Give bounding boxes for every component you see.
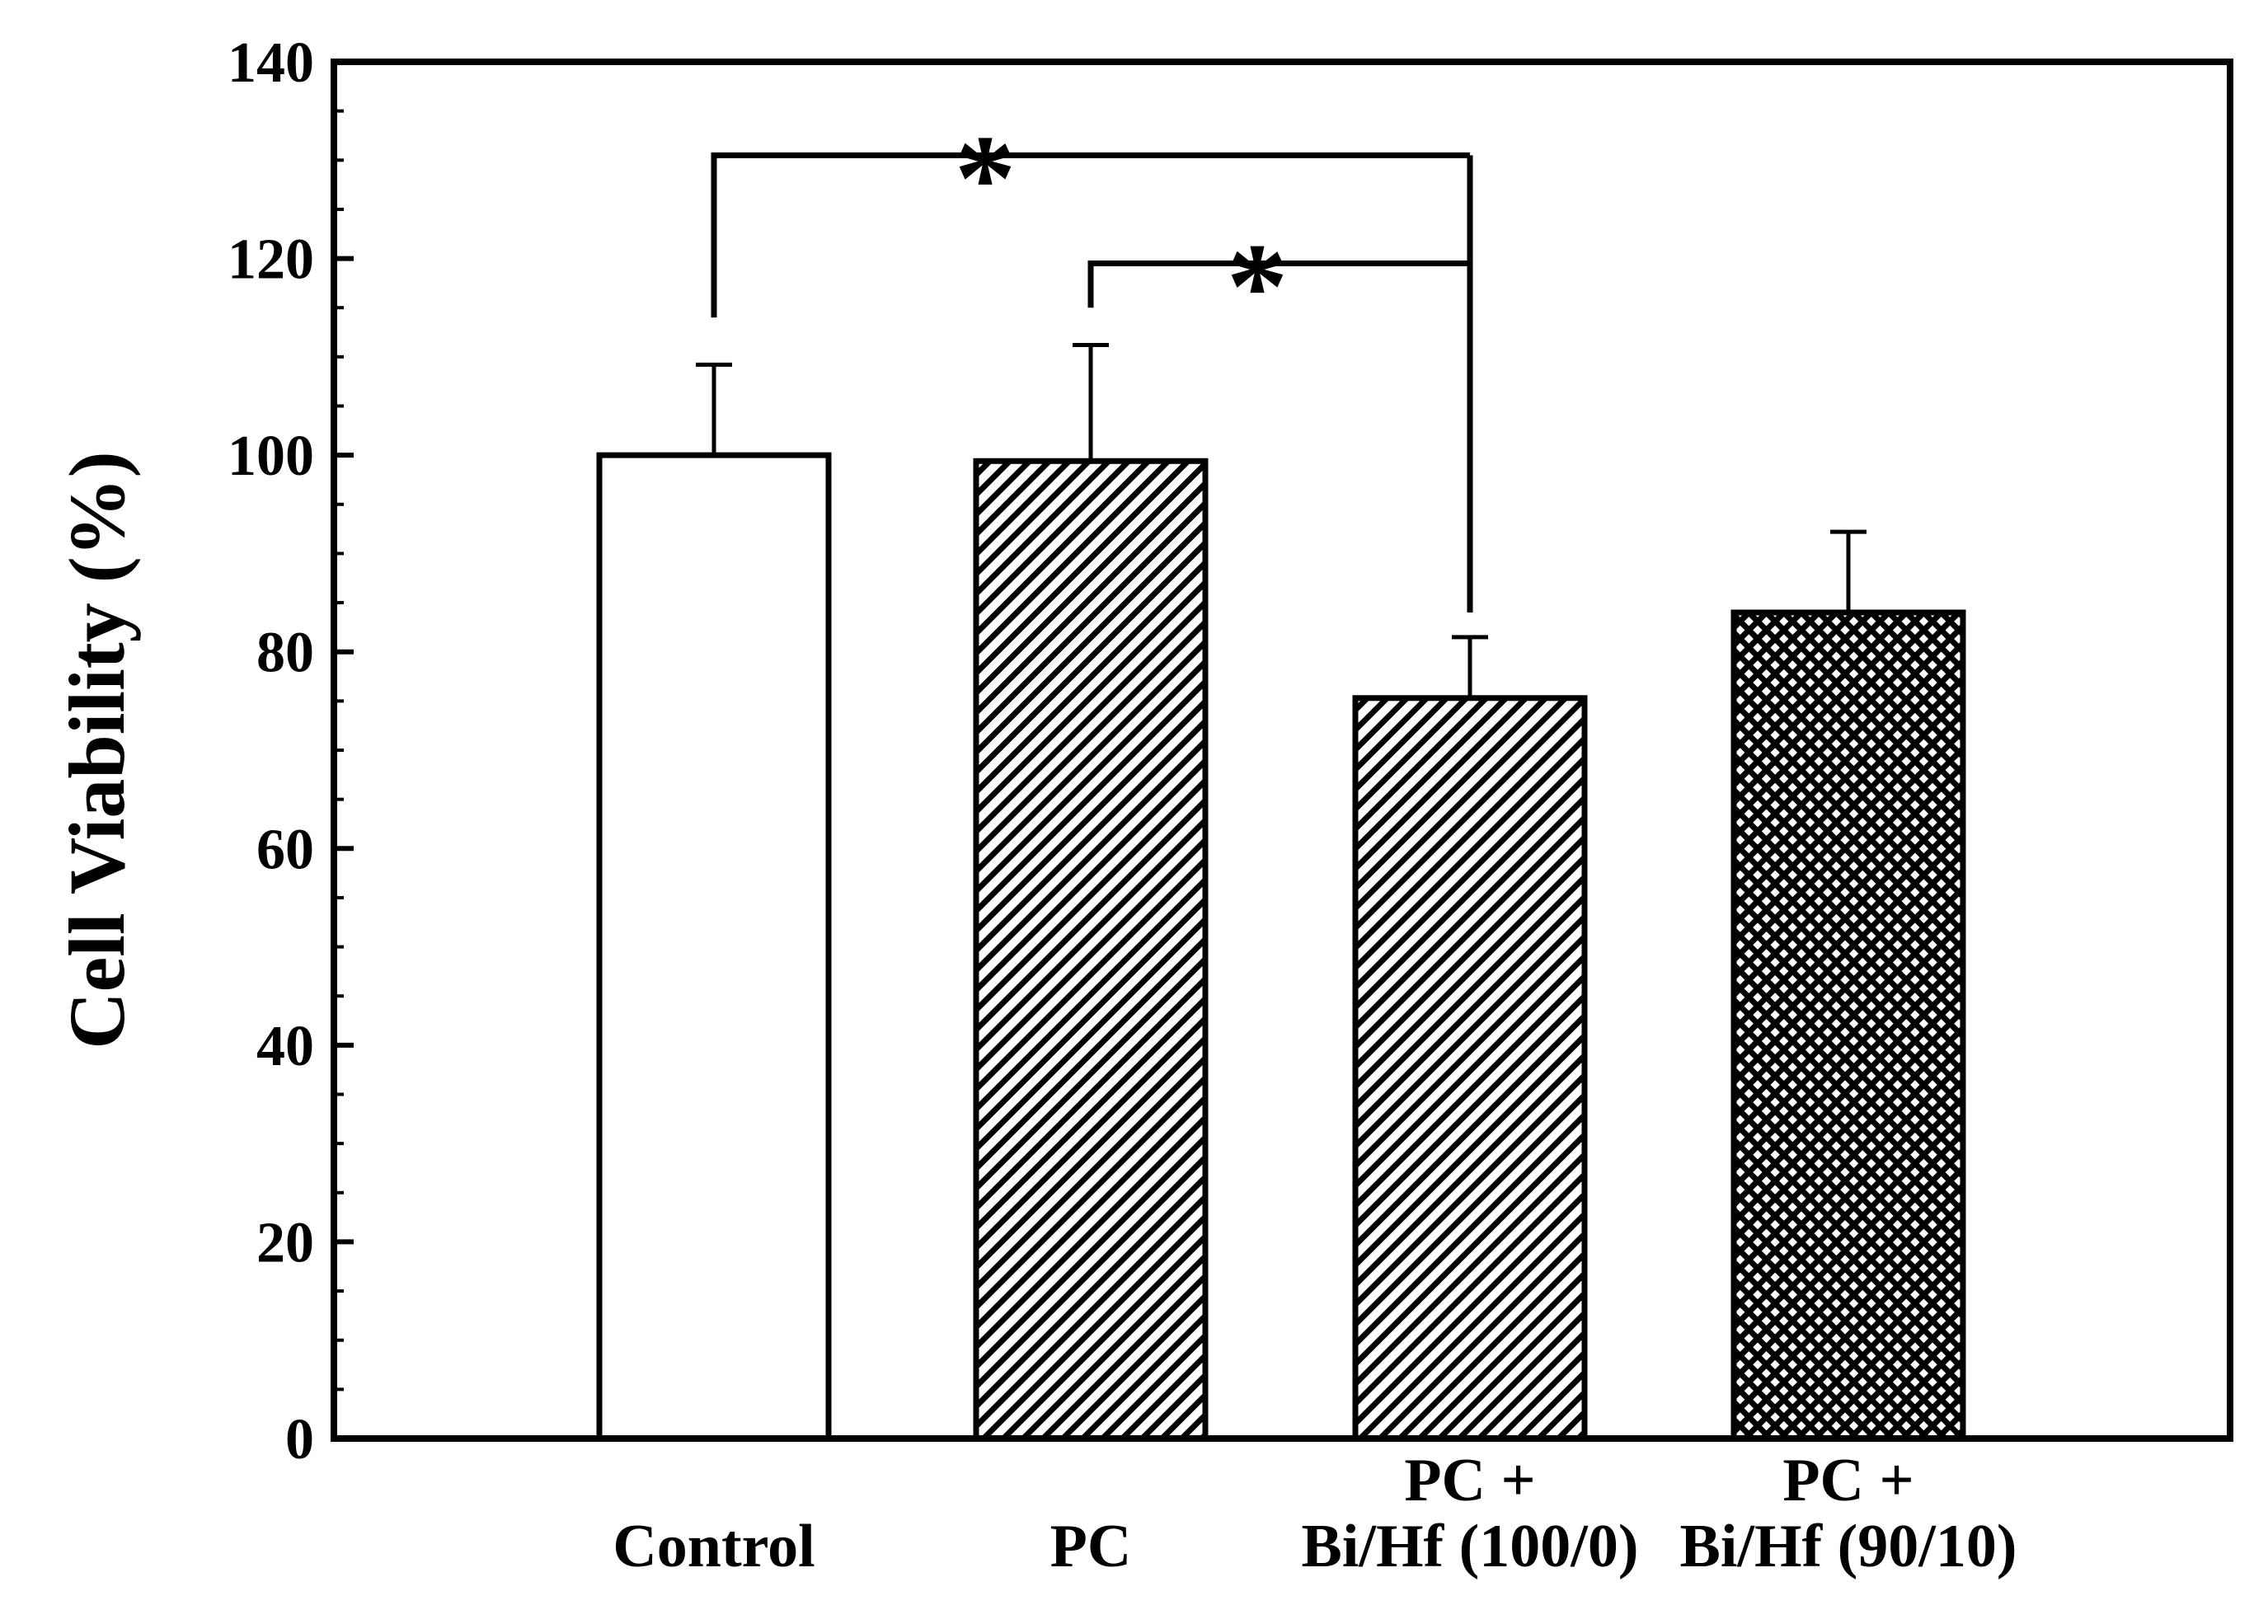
y-tick-label: 60 (256, 818, 314, 881)
plot-area: 0 20 40 60 80 100 120 140 * * (228, 31, 1966, 1471)
bar (1352, 695, 1588, 1442)
y-tick-label: 40 (256, 1015, 314, 1078)
x-category-label: PC + (1404, 1447, 1535, 1514)
y-tick-label: 80 (256, 622, 314, 685)
significance-bracket (711, 152, 1470, 318)
y-tick-label: 0 (285, 1408, 314, 1471)
x-category-label: PC + (1782, 1447, 1913, 1514)
y-axis-label: Cell Viability (%) (53, 451, 141, 1049)
x-category-label: Bi/Hf (100/0) (1301, 1513, 1638, 1580)
y-tick-label: 20 (256, 1211, 314, 1274)
bar (973, 458, 1209, 1442)
bar (596, 452, 832, 1442)
bar (1730, 609, 1966, 1442)
plot-frame (331, 59, 2233, 1442)
y-tick-label: 100 (228, 425, 314, 488)
significance-star: * (1227, 218, 1289, 355)
x-category-label: PC (1050, 1513, 1132, 1580)
x-category-label: Bi/Hf (90/10) (1679, 1513, 2017, 1580)
y-tick-label: 120 (228, 228, 314, 292)
x-category-label: Control (613, 1513, 815, 1580)
significance-star: * (955, 110, 1017, 246)
significance-bracket (1087, 260, 1470, 308)
y-tick-label: 140 (228, 31, 314, 95)
